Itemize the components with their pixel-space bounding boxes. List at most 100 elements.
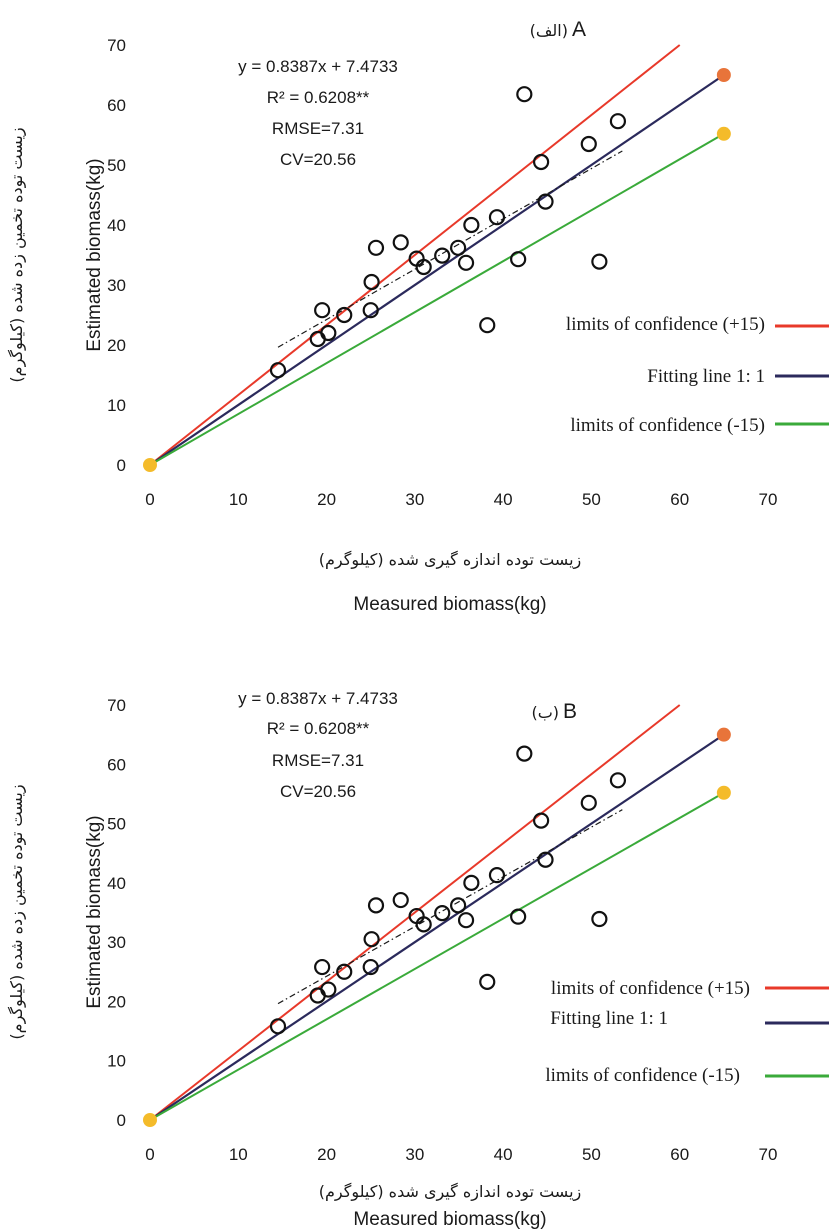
- data-point: [269, 362, 287, 379]
- x-tick-label: 70: [759, 490, 778, 509]
- data-point: [488, 867, 506, 884]
- y-tick-label: 20: [107, 336, 126, 355]
- y-tick-label: 70: [107, 696, 126, 715]
- y-tick-label: 40: [107, 874, 126, 893]
- equation-annotation: RMSE=7.31: [272, 751, 364, 770]
- data-point: [609, 113, 627, 130]
- data-point: [488, 209, 506, 226]
- data-point: [591, 253, 608, 270]
- regression-line: [277, 809, 623, 1005]
- x-axis-title: Measured biomass(kg): [353, 1209, 546, 1230]
- y-tick-label: 10: [107, 396, 126, 415]
- x-tick-label: 40: [494, 490, 513, 509]
- equation-annotation: RMSE=7.31: [272, 119, 364, 138]
- one-to-one-line: [149, 74, 725, 466]
- data-point: [537, 193, 554, 210]
- data-point: [457, 912, 475, 929]
- legend-label: Fitting line 1: 1: [550, 1008, 668, 1029]
- panel-label-persian: (الف): [530, 21, 568, 40]
- data-point: [392, 891, 409, 909]
- y-tick-label: 0: [117, 1111, 126, 1130]
- x-tick-label: 60: [670, 490, 689, 509]
- endpoint-marker: [143, 1113, 157, 1127]
- endpoint-marker: [716, 126, 731, 141]
- x-tick-label: 30: [405, 490, 424, 509]
- legend-label: limits of confidence (-15): [570, 415, 765, 436]
- x-tick-label: 20: [317, 1145, 336, 1164]
- data-point: [314, 302, 331, 319]
- data-point: [363, 931, 380, 948]
- data-point: [309, 330, 326, 348]
- equation-annotation: R² = 0.6208**: [267, 88, 370, 107]
- data-point: [415, 916, 432, 933]
- data-point: [580, 794, 597, 811]
- data-point: [362, 958, 379, 976]
- y-axis-title-persian: زیست توده تخمین زده شده (کیلوگرم): [7, 784, 27, 1039]
- x-tick-label: 50: [582, 490, 601, 509]
- y-tick-label: 60: [107, 755, 126, 774]
- x-axis-title: Measured biomass(kg): [353, 594, 546, 615]
- data-point: [309, 987, 326, 1004]
- data-point: [516, 745, 533, 762]
- data-point: [367, 897, 385, 914]
- data-point: [314, 958, 331, 976]
- x-tick-label: 30: [405, 1145, 424, 1164]
- y-tick-label: 30: [107, 933, 126, 952]
- data-point: [463, 216, 480, 234]
- panel-label-persian: (ب): [531, 703, 559, 722]
- endpoint-marker: [143, 458, 157, 472]
- data-point: [450, 897, 467, 914]
- x-tick-label: 70: [759, 1145, 778, 1164]
- data-point: [336, 306, 353, 324]
- y-tick-label: 50: [107, 156, 126, 175]
- x-tick-label: 0: [145, 1145, 154, 1164]
- x-tick-label: 50: [582, 1145, 601, 1164]
- data-point: [415, 258, 432, 276]
- x-tick-label: 10: [229, 490, 248, 509]
- equation-annotation: CV=20.56: [280, 150, 356, 169]
- data-point: [363, 273, 380, 291]
- legend-label: limits of confidence (-15): [545, 1065, 740, 1086]
- data-point: [479, 973, 496, 990]
- x-tick-label: 40: [494, 1145, 513, 1164]
- data-point: [320, 324, 337, 342]
- upper-confidence-line: [149, 704, 681, 1121]
- x-tick-label: 10: [229, 1145, 248, 1164]
- data-point: [367, 239, 385, 256]
- data-point: [537, 851, 554, 868]
- upper-confidence-line: [149, 44, 681, 466]
- y-tick-label: 50: [107, 815, 126, 834]
- y-axis-title: Estimated biomass(kg): [84, 815, 105, 1008]
- endpoint-marker: [716, 727, 731, 742]
- data-point: [533, 153, 550, 171]
- y-tick-label: 30: [107, 276, 126, 295]
- x-tick-label: 60: [670, 1145, 689, 1164]
- legend-label: limits of confidence (+15): [566, 314, 765, 335]
- y-tick-label: 20: [107, 992, 126, 1011]
- panel-label: A: [572, 18, 586, 41]
- lower-confidence-line: [149, 132, 725, 466]
- x-tick-label: 0: [145, 490, 154, 509]
- data-point: [362, 302, 379, 319]
- data-point: [463, 874, 480, 891]
- data-point: [533, 812, 550, 829]
- chart-panel-b: 0 10 20 30 40 50 60 70 0 10 20 30 40 50 60 70 y = 0.8387…: [7, 689, 829, 1230]
- data-point: [434, 247, 451, 264]
- equation-annotation: R² = 0.6208**: [267, 719, 370, 738]
- x-tick-label: 20: [317, 490, 336, 509]
- lower-confidence-line: [149, 791, 725, 1121]
- data-point: [320, 981, 337, 998]
- data-point: [434, 904, 451, 922]
- equation-annotation: y = 0.8387x + 7.4733: [238, 57, 398, 76]
- x-axis-title-persian: زیست توده اندازه گیری شده (کیلوگرم): [319, 550, 582, 570]
- data-point: [510, 251, 527, 268]
- data-point: [580, 135, 597, 153]
- data-point: [450, 239, 467, 256]
- data-point: [591, 910, 608, 928]
- data-point: [609, 772, 627, 789]
- endpoint-marker: [716, 68, 731, 82]
- data-point: [479, 317, 496, 334]
- y-axis-title-persian: زیست توده تخمین زده شده (کیلوگرم): [7, 127, 27, 382]
- y-tick-label: 70: [107, 36, 126, 55]
